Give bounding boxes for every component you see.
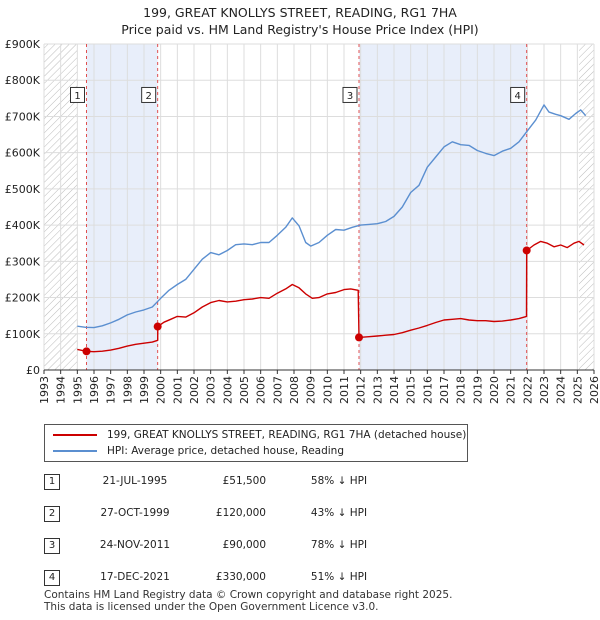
sale-number-badge: 3 [44,538,60,554]
footer: Contains HM Land Registry data © Crown c… [44,589,452,613]
y-tick-label: £200K [5,292,41,305]
legend-swatch-hpi [53,450,97,452]
x-tick-label: 1999 [138,376,151,404]
legend-item-hpi: HPI: Average price, detached house, Read… [53,443,344,459]
sale-marker-label: 4 [514,91,520,102]
y-tick-label: £100K [5,328,41,341]
x-tick-label: 2009 [305,376,318,404]
sale-price: £90,000 [222,539,266,551]
y-tick-label: £300K [5,255,41,268]
x-tick-label: 2025 [571,376,584,404]
x-tick-label: 2018 [455,376,468,404]
sale-marker-label: 2 [145,91,151,102]
sale-point [522,246,531,255]
sale-hpi-diff: 58% ↓ HPI [310,475,368,487]
x-tick-label: 1994 [55,376,68,404]
x-tick-label: 2015 [405,376,418,404]
sale-date: 24-NOV-2011 [99,539,171,551]
x-tick-label: 2016 [421,376,434,404]
x-tick-label: 2013 [371,376,384,404]
x-tick-label: 2005 [238,376,251,404]
y-tick-label: £900K [5,38,41,51]
x-tick-label: 2004 [221,376,234,404]
sale-row: 4 17-DEC-2021 £330,000 51% ↓ HPI [44,568,464,590]
ownership-period-shade [359,44,527,370]
x-tick-label: 2010 [321,376,334,404]
sale-price: £51,500 [222,475,266,487]
chart-title-block: 199, GREAT KNOLLYS STREET, READING, RG1 … [0,4,600,38]
x-tick-label: 2021 [505,376,518,404]
x-tick-label: 2007 [271,376,284,404]
x-tick-label: 2002 [188,376,201,404]
sale-row: 1 21-JUL-1995 £51,500 58% ↓ HPI [44,472,464,494]
chart-subtitle: Price paid vs. HM Land Registry's House … [121,22,479,37]
legend: 199, GREAT KNOLLYS STREET, READING, RG1 … [44,424,468,462]
x-tick-label: 2024 [555,376,568,404]
y-tick-label: £500K [5,183,41,196]
sale-row: 3 24-NOV-2011 £90,000 78% ↓ HPI [44,536,464,558]
sale-marker-box [342,86,358,103]
sale-marker-box [70,86,85,103]
sale-marker-box [141,86,157,103]
sale-row: 2 27-OCT-1999 £120,000 43% ↓ HPI [44,504,464,526]
sale-date: 27-OCT-1999 [100,507,170,519]
no-data-hatch [579,44,594,370]
sale-hpi-diff: 78% ↓ HPI [310,539,368,551]
sale-point [153,322,162,331]
x-tick-label: 2003 [205,376,218,404]
y-tick-label: £700K [5,110,41,123]
x-tick-label: 2014 [388,376,401,404]
x-tick-label: 1997 [105,376,118,404]
legend-label-hpi: HPI: Average price, detached house, Read… [107,445,344,457]
sale-marker-label: 1 [74,91,80,102]
sale-hpi-diff: 43% ↓ HPI [310,507,368,519]
legend-label-property: 199, GREAT KNOLLYS STREET, READING, RG1 … [107,429,467,441]
x-tick-label: 2019 [471,376,484,404]
x-tick-label: 2000 [155,376,168,404]
legend-item-property: 199, GREAT KNOLLYS STREET, READING, RG1 … [53,427,466,443]
sale-hpi-diff: 51% ↓ HPI [310,571,368,583]
footer-license: This data is licensed under the Open Gov… [44,601,379,613]
sale-number-badge: 1 [44,474,60,490]
x-tick-label: 2022 [521,376,534,404]
x-tick-label: 2008 [288,376,301,404]
x-tick-label: 1995 [71,376,84,404]
y-tick-label: £400K [5,219,41,232]
x-tick-label: 2001 [171,376,184,404]
x-tick-label: 2017 [438,376,451,404]
y-tick-label: £0 [26,364,40,377]
x-tick-label: 2011 [338,376,351,404]
x-tick-label: 1998 [121,376,134,404]
price-chart: 1 2 3 4 £0 £100K £200K £300K £400K £500K £600K £70… [5,38,600,404]
sale-marker-label: 3 [347,91,353,102]
sale-price: £330,000 [215,571,266,583]
x-tick-label: 2023 [538,376,551,404]
footer-copyright: Contains HM Land Registry data © Crown c… [44,589,453,601]
sale-date: 21-JUL-1995 [102,475,168,487]
sale-marker-box [510,86,526,103]
sale-point [82,347,91,356]
x-tick-label: 2026 [588,376,600,404]
legend-swatch-property [53,434,97,436]
hpi-series-line [77,104,587,329]
x-tick-label: 2012 [355,376,368,404]
x-tick-label: 1996 [88,376,101,404]
sale-date: 17-DEC-2021 [100,571,170,583]
y-tick-label: £600K [5,147,41,160]
x-tick-label: 1993 [38,376,51,404]
sale-point [355,333,363,342]
sale-number-badge: 2 [44,506,60,522]
y-tick-label: £800K [5,74,41,87]
x-tick-label: 2006 [255,376,268,404]
sale-price: £120,000 [215,507,266,519]
chart-title: 199, GREAT KNOLLYS STREET, READING, RG1 … [143,5,457,20]
sale-number-badge: 4 [44,570,60,586]
x-tick-label: 2020 [488,376,501,404]
